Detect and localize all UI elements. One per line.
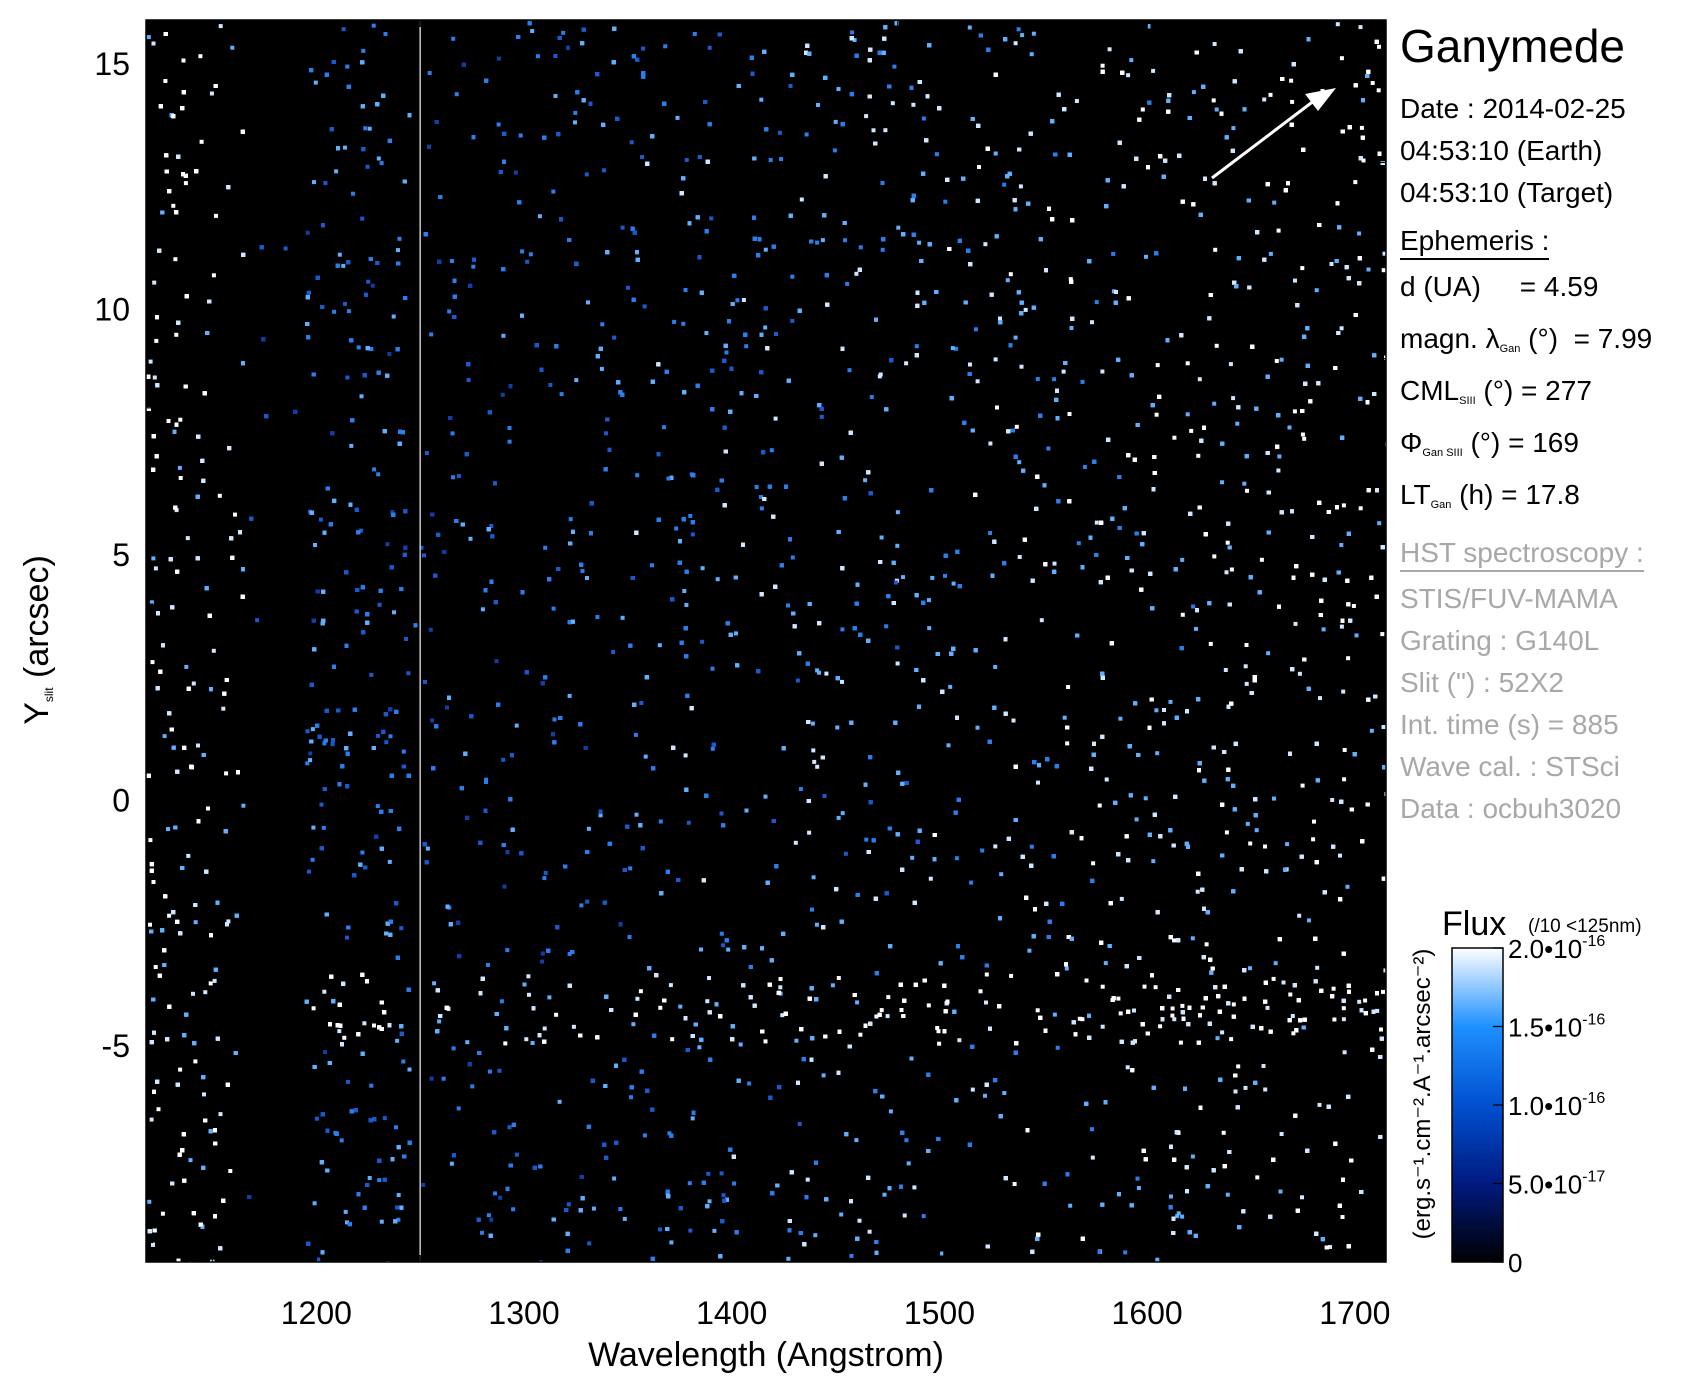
plot-frame [145, 19, 1387, 1263]
target-name: Ganymede [1400, 20, 1626, 72]
instrument-line: STIS/FUV-MAMA [1400, 583, 1618, 614]
colorbar-ticks: 0 5.0•10-17 1.0•10-16 1.5•10-16 2.0•10-16 [1493, 933, 1605, 1278]
y-axis: -5 0 5 10 15 [94, 46, 1386, 1244]
ephemeris-row: LTGan (h) = 17.8 [1400, 474, 1688, 526]
ephemeris-label: CML [1400, 375, 1460, 406]
y-tick-label: 5 [112, 537, 130, 573]
instrument-header: HST spectroscopy : [1400, 536, 1644, 572]
y-tick-label: 0 [112, 783, 130, 819]
ephemeris-row: magn. λGan (°) = 7.99 [1400, 318, 1688, 370]
ephemeris-label: Φ [1400, 427, 1423, 458]
colorbar-tick-label: 1.0•10-16 [1508, 1090, 1605, 1121]
ephemeris-subscript: Gan SIII [1422, 447, 1463, 459]
ephemeris-value: = 4.59 [1480, 271, 1599, 302]
colorbar-tick-label: 5.0•10-17 [1508, 1169, 1605, 1200]
direction-arrow [1211, 98, 1316, 180]
x-tick-label: 1700 [1319, 1295, 1390, 1331]
instrument-line: Slit (") : 52X2 [1400, 667, 1564, 698]
ephemeris-row: d (UA) = 4.59 [1400, 266, 1688, 318]
x-tick-label: 1500 [904, 1295, 975, 1331]
ephemeris-label: d (UA) [1400, 271, 1481, 302]
colorbar-title: Flux [1442, 905, 1506, 943]
ephemeris-value: (°) = 169 [1462, 427, 1579, 458]
ephemeris-row: CMLSIII (°) = 277 [1400, 370, 1688, 422]
ephemeris-label: LT [1400, 479, 1431, 510]
ephemeris-label: magn. λ [1400, 323, 1500, 354]
ephemeris-subscript: Gan [1499, 343, 1521, 355]
date-line: 04:53:10 (Earth) [1400, 135, 1603, 166]
date-line: 04:53:10 (Target) [1400, 177, 1614, 208]
ephemeris-header: Ephemeris : [1400, 224, 1550, 260]
instrument-line: Wave cal. : STSci [1400, 751, 1620, 782]
ephemeris-row: ΦGan SIII (°) = 169 [1400, 422, 1688, 474]
spectral-image [146, 21, 1386, 1262]
colorbar-tick-label: 1.5•10-16 [1508, 1012, 1605, 1043]
colorbar-tick-label: 2.0•10-16 [1508, 933, 1605, 964]
ephemeris-subscript: SIII [1459, 395, 1476, 407]
ephemeris-value: (°) = 7.99 [1520, 323, 1653, 354]
x-tick-label: 1600 [1112, 1295, 1183, 1331]
y-tick-label: -5 [102, 1028, 130, 1064]
ephemeris-block: d (UA) = 4.59 magn. λGan (°) = 7.99 CMLSII… [1400, 266, 1688, 526]
x-tick-label: 1400 [696, 1295, 767, 1331]
y-tick-label: 15 [94, 46, 130, 82]
ephemeris-value: (h) = 17.8 [1451, 479, 1580, 510]
x-axis: 1200 1300 1400 1500 1600 1700 [149, 20, 1390, 1331]
x-tick-label: 1200 [281, 1295, 352, 1331]
date-line: Date : 2014-02-25 [1400, 93, 1626, 124]
x-axis-label: Wavelength (Angstrom) [588, 1336, 944, 1374]
date-block: Date : 2014-02-25 04:53:10 (Earth) 04:53:1… [1400, 88, 1688, 214]
y-tick-label: 10 [94, 292, 130, 328]
info-panel: Ganymede Date : 2014-02-25 04:53:10 (Eart… [1400, 18, 1688, 830]
colorbar-tick-label: 0 [1508, 1248, 1522, 1278]
ephemeris-value: (°) = 277 [1475, 375, 1592, 406]
x-tick-label: 1300 [488, 1295, 559, 1331]
y-axis-label: Yslit (arcsec) [18, 555, 56, 725]
instrument-block: STIS/FUV-MAMA Grating : G140L Slit (") : 5… [1400, 578, 1688, 830]
instrument-line: Int. time (s) = 885 [1400, 709, 1619, 740]
direction-arrow-head [1305, 88, 1336, 111]
ephemeris-subscript: Gan [1430, 499, 1452, 511]
colorbar-unit-label: (erg.s⁻¹.cm⁻².A⁻¹.arcsec⁻²) [1409, 949, 1436, 1240]
instrument-line: Grating : G140L [1400, 625, 1600, 656]
instrument-line: Data : ocbuh3020 [1400, 793, 1622, 824]
plot-area [146, 20, 1386, 1262]
colorbar-note: (/10 <125nm) [1528, 916, 1642, 937]
